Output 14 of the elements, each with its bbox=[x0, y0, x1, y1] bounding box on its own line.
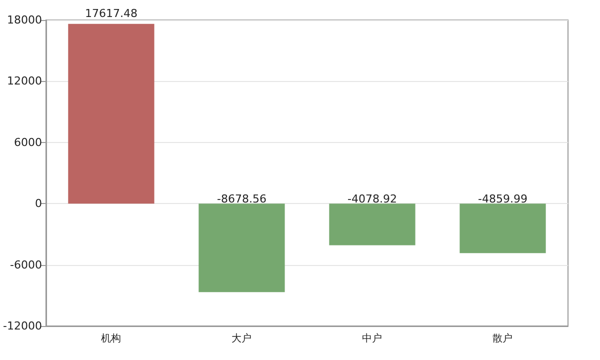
x-tick-label: 机构 bbox=[101, 332, 122, 344]
data-label: -8678.56 bbox=[216, 192, 266, 206]
y-tick-label: 0 bbox=[34, 197, 42, 210]
x-tick-label: 散户 bbox=[492, 332, 513, 344]
x-tick-label: 中户 bbox=[362, 332, 382, 344]
x-tick-label: 大户 bbox=[232, 332, 252, 344]
y-tick-label: -12000 bbox=[2, 320, 42, 332]
y-tick-label: -6000 bbox=[10, 258, 42, 272]
data-label: -4859.99 bbox=[478, 192, 528, 206]
y-tick-label: 12000 bbox=[6, 74, 42, 88]
y-tick-label: 6000 bbox=[14, 136, 42, 149]
data-label: -4078.92 bbox=[348, 192, 397, 206]
data-label: 17617.48 bbox=[84, 6, 138, 20]
y-tick-label: 18000 bbox=[6, 14, 42, 26]
